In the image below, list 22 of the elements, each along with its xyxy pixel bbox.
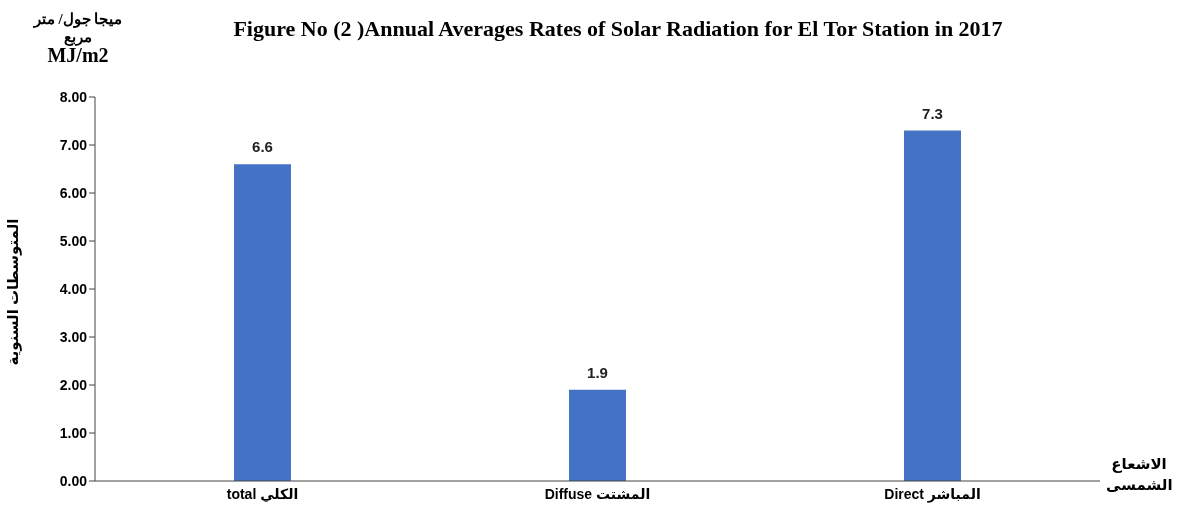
y-tick-label: 1.00	[59, 424, 88, 441]
text: ميجا جول/ متر مربع	[32, 10, 124, 46]
y-tick-label: 0.00	[59, 472, 88, 489]
y-tick-label: 6.00	[59, 184, 88, 201]
y-tick-label: 2.00	[59, 376, 88, 393]
data-label: 7.3	[922, 104, 943, 122]
x-tick-label: Direct المباشر	[884, 485, 981, 503]
x-axis-title: الاشعاع الشمسى	[1106, 454, 1173, 495]
bar	[904, 130, 961, 481]
y-tick-label: 5.00	[59, 232, 88, 249]
y-tick-label: 7.00	[59, 136, 88, 153]
data-label: 6.6	[252, 138, 273, 156]
chart-title: Figure No (2 )Annual Averages Rates of Solar Radiation for El Tor Station in 2017	[232, 15, 1004, 43]
x-tick-label: total الكلي	[226, 485, 299, 503]
bar	[569, 389, 626, 481]
y-tick-label: 3.00	[59, 328, 88, 345]
bar	[234, 164, 291, 481]
x-tick-label: Diffuse المشتت	[544, 485, 651, 502]
y-tick-label: 8.00	[59, 88, 88, 105]
data-label: 1.9	[587, 363, 608, 381]
y-axis-title: المتوسطات السنوية	[4, 217, 22, 367]
y-tick-label: 4.00	[59, 280, 88, 297]
